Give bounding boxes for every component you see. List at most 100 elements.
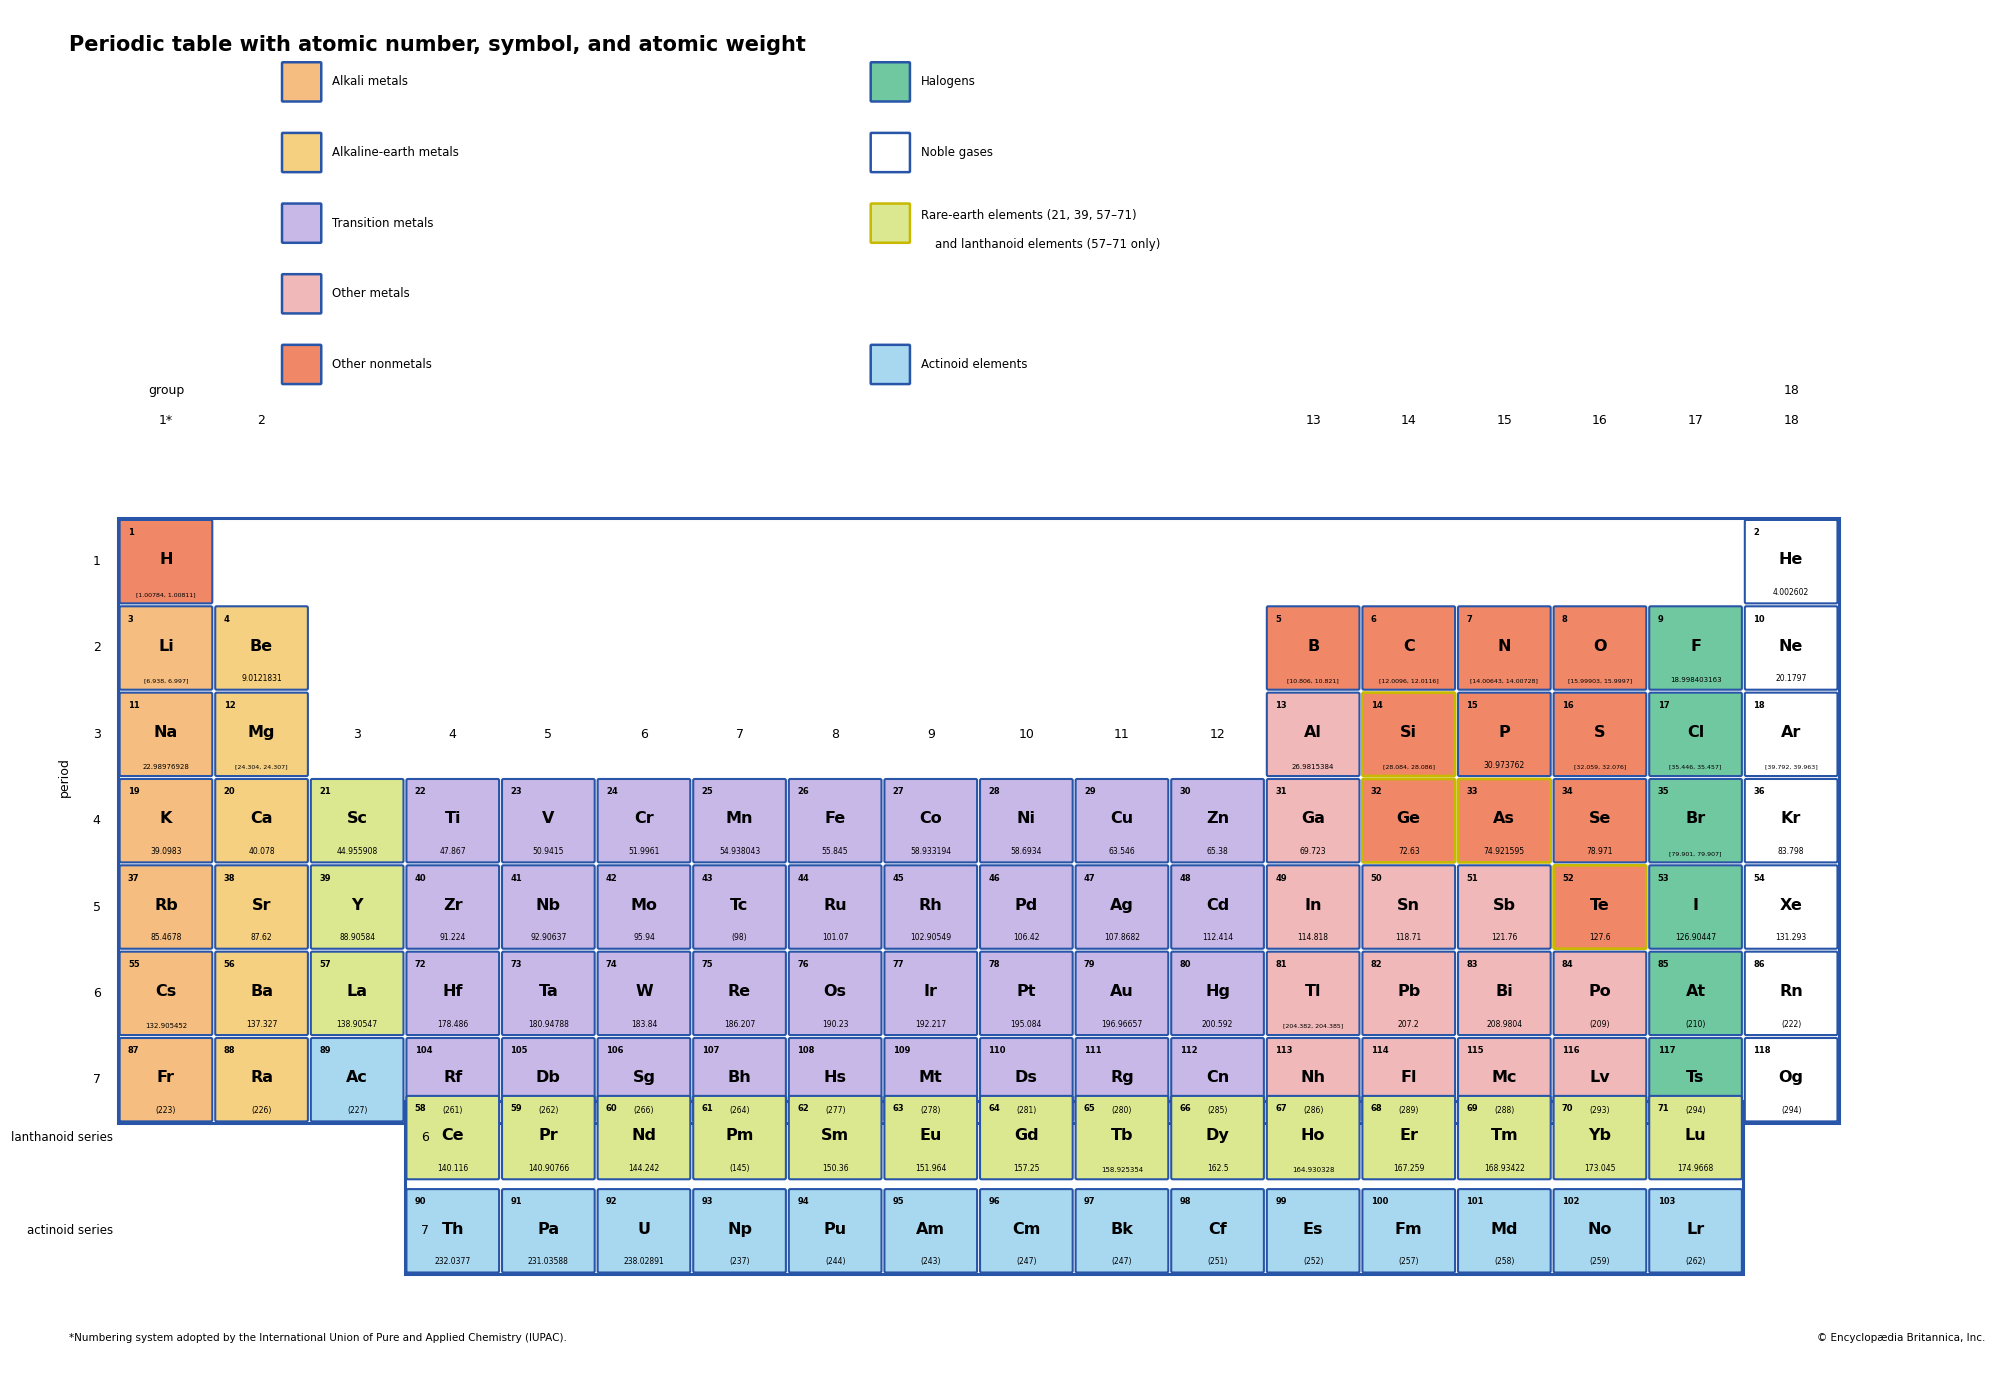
Text: Ac: Ac xyxy=(346,1071,368,1085)
Text: 20.1797: 20.1797 xyxy=(1776,675,1806,683)
Text: 151.964: 151.964 xyxy=(916,1163,946,1173)
Text: 24: 24 xyxy=(606,787,618,797)
Text: Ge: Ge xyxy=(1396,812,1420,826)
Text: K: K xyxy=(160,812,172,826)
Text: (285): (285) xyxy=(1208,1106,1228,1114)
Text: 28: 28 xyxy=(988,787,1000,797)
Text: [28.084, 28.086]: [28.084, 28.086] xyxy=(1382,764,1434,770)
FancyBboxPatch shape xyxy=(1172,1096,1264,1179)
Text: 101: 101 xyxy=(1466,1197,1484,1207)
Text: [14.00643, 14.00728]: [14.00643, 14.00728] xyxy=(1470,679,1538,683)
Text: 115: 115 xyxy=(1466,1046,1484,1056)
Text: 21: 21 xyxy=(320,787,330,797)
Text: 109: 109 xyxy=(892,1046,910,1056)
FancyBboxPatch shape xyxy=(1650,1096,1742,1179)
Text: Ar: Ar xyxy=(1780,725,1802,741)
Text: 15: 15 xyxy=(1466,701,1478,710)
FancyBboxPatch shape xyxy=(1650,865,1742,949)
FancyBboxPatch shape xyxy=(1554,778,1646,862)
Text: At: At xyxy=(1686,984,1706,1000)
Text: U: U xyxy=(638,1222,650,1236)
Text: 101.07: 101.07 xyxy=(822,934,848,942)
Text: Halogens: Halogens xyxy=(920,76,976,88)
Text: Pt: Pt xyxy=(1016,984,1036,1000)
Text: 83.798: 83.798 xyxy=(1778,847,1804,855)
FancyBboxPatch shape xyxy=(980,865,1072,949)
Text: 14: 14 xyxy=(1400,414,1416,427)
Text: Gd: Gd xyxy=(1014,1128,1038,1144)
Text: Ti: Ti xyxy=(444,812,462,826)
Text: Mc: Mc xyxy=(1492,1071,1518,1085)
Text: 90: 90 xyxy=(414,1197,426,1207)
Text: (280): (280) xyxy=(1112,1106,1132,1114)
Text: 49: 49 xyxy=(1276,874,1286,882)
Text: Hf: Hf xyxy=(442,984,464,1000)
Text: [39.792, 39.963]: [39.792, 39.963] xyxy=(1764,764,1818,770)
FancyBboxPatch shape xyxy=(1076,1189,1168,1273)
Text: P: P xyxy=(1498,725,1510,741)
Text: Sc: Sc xyxy=(346,812,368,826)
FancyBboxPatch shape xyxy=(216,606,308,690)
Text: 167.259: 167.259 xyxy=(1394,1163,1424,1173)
Text: 16: 16 xyxy=(1562,701,1574,710)
Text: © Encyclopædia Britannica, Inc.: © Encyclopædia Britannica, Inc. xyxy=(1816,1333,1986,1343)
FancyBboxPatch shape xyxy=(282,133,322,172)
FancyBboxPatch shape xyxy=(1076,865,1168,949)
Text: Fe: Fe xyxy=(824,812,846,826)
Text: 53: 53 xyxy=(1658,874,1670,882)
FancyBboxPatch shape xyxy=(1554,1096,1646,1179)
Text: (98): (98) xyxy=(732,934,748,942)
Text: 140.116: 140.116 xyxy=(438,1163,468,1173)
Text: Bi: Bi xyxy=(1496,984,1514,1000)
Text: Nh: Nh xyxy=(1300,1071,1326,1085)
Text: 14: 14 xyxy=(1370,701,1382,710)
FancyBboxPatch shape xyxy=(1266,778,1360,862)
Text: 65.38: 65.38 xyxy=(1206,847,1228,855)
Text: 30: 30 xyxy=(1180,787,1192,797)
FancyBboxPatch shape xyxy=(598,952,690,1035)
Text: 99: 99 xyxy=(1276,1197,1286,1207)
Text: 232.0377: 232.0377 xyxy=(434,1257,470,1266)
Text: lanthanoid series: lanthanoid series xyxy=(12,1131,114,1144)
Text: Pb: Pb xyxy=(1398,984,1420,1000)
Text: (237): (237) xyxy=(730,1257,750,1266)
Text: Rg: Rg xyxy=(1110,1071,1134,1085)
Text: Ga: Ga xyxy=(1302,812,1326,826)
Text: 118: 118 xyxy=(1754,1046,1770,1056)
Text: Other metals: Other metals xyxy=(332,287,410,301)
Text: Mt: Mt xyxy=(918,1071,942,1085)
Text: Ts: Ts xyxy=(1686,1071,1704,1085)
Text: 85.4678: 85.4678 xyxy=(150,934,182,942)
FancyBboxPatch shape xyxy=(1172,865,1264,949)
Text: 35: 35 xyxy=(1658,787,1670,797)
FancyBboxPatch shape xyxy=(1744,519,1838,603)
Text: Pm: Pm xyxy=(726,1128,754,1144)
FancyBboxPatch shape xyxy=(216,865,308,949)
FancyBboxPatch shape xyxy=(1362,1037,1456,1121)
FancyBboxPatch shape xyxy=(980,1096,1072,1179)
Text: Au: Au xyxy=(1110,984,1134,1000)
Text: Se: Se xyxy=(1588,812,1612,826)
Text: Ca: Ca xyxy=(250,812,272,826)
Text: Es: Es xyxy=(1302,1222,1324,1236)
Text: 112: 112 xyxy=(1180,1046,1198,1056)
FancyBboxPatch shape xyxy=(884,1096,978,1179)
FancyBboxPatch shape xyxy=(282,344,322,384)
Text: *Numbering system adopted by the International Union of Pure and Applied Chemist: *Numbering system adopted by the Interna… xyxy=(70,1333,566,1343)
FancyBboxPatch shape xyxy=(1362,778,1456,862)
Text: Bk: Bk xyxy=(1110,1222,1134,1236)
FancyBboxPatch shape xyxy=(694,778,786,862)
Text: 78.971: 78.971 xyxy=(1586,847,1614,855)
Text: 186.207: 186.207 xyxy=(724,1019,756,1029)
Text: 10: 10 xyxy=(1754,615,1764,623)
FancyBboxPatch shape xyxy=(1744,952,1838,1035)
Text: 107.8682: 107.8682 xyxy=(1104,934,1140,942)
Text: Os: Os xyxy=(824,984,846,1000)
Text: 158.925354: 158.925354 xyxy=(1100,1168,1144,1173)
Text: [12.0096, 12.0116]: [12.0096, 12.0116] xyxy=(1378,679,1438,683)
Text: Al: Al xyxy=(1304,725,1322,741)
Text: 27: 27 xyxy=(892,787,904,797)
FancyBboxPatch shape xyxy=(1554,606,1646,690)
Text: 68: 68 xyxy=(1370,1105,1382,1113)
Text: 61: 61 xyxy=(702,1105,714,1113)
